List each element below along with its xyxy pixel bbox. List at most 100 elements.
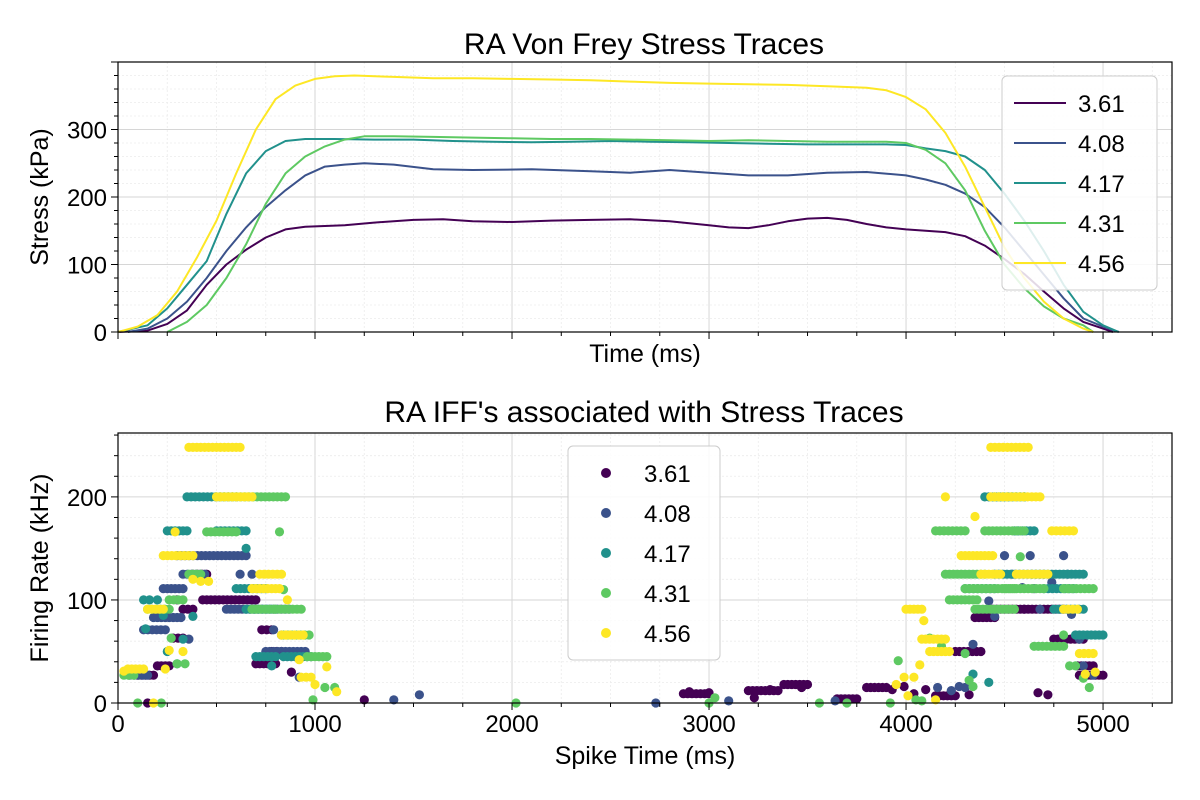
data-point-4.31 (1039, 584, 1049, 594)
data-point-4.56 (986, 492, 996, 502)
y-tick-label: 0 (94, 320, 107, 347)
stress-ticks: 0 100 200 300 (67, 61, 1153, 347)
data-point-4.17 (241, 543, 251, 554)
data-point-4.56 (274, 584, 285, 594)
data-point-4.56 (1090, 667, 1100, 677)
data-point-4.56 (294, 655, 304, 665)
y-tick-label: 100 (67, 253, 107, 280)
data-point-3.61 (779, 679, 789, 690)
data-point-4.56 (917, 604, 927, 614)
data-point-4.08 (389, 695, 399, 705)
data-point-4.31 (1084, 682, 1094, 693)
data-point-4.17 (178, 634, 188, 644)
data-point-3.61 (765, 685, 775, 695)
data-point-4.56 (940, 634, 951, 644)
data-point-4.08 (235, 569, 245, 579)
data-point-3.61 (921, 685, 931, 695)
data-point-4.56 (1088, 648, 1098, 659)
data-point-3.61 (251, 595, 261, 605)
data-point-4.56 (170, 527, 180, 537)
series-line-3.61 (117, 216, 1114, 333)
data-point-4.17 (188, 611, 198, 622)
data-point-4.56 (276, 569, 287, 579)
x-tick-label: 2000 (485, 711, 538, 738)
data-point-4.31 (296, 604, 306, 614)
legend-swatch (601, 588, 611, 598)
legend-label: 4.17 (1078, 171, 1125, 198)
data-point-4.56 (282, 595, 292, 605)
x-tick-label: 0 (111, 711, 124, 738)
data-point-4.56 (160, 664, 170, 674)
data-point-4.56 (909, 672, 919, 682)
data-point-4.08 (933, 682, 943, 693)
data-point-4.56 (247, 492, 257, 502)
data-point-4.56 (1072, 604, 1082, 614)
data-point-4.31 (972, 595, 982, 605)
data-point-4.31 (1070, 661, 1081, 671)
data-point-4.08 (176, 612, 186, 623)
data-point-4.08 (160, 625, 170, 635)
data-point-4.08 (1059, 551, 1069, 561)
data-point-4.31 (196, 569, 206, 579)
iff-points (119, 442, 1108, 708)
data-point-3.61 (964, 690, 974, 700)
data-point-4.56 (332, 687, 342, 697)
data-point-4.56 (119, 666, 129, 676)
data-point-4.31 (178, 595, 188, 605)
data-point-4.08 (247, 569, 257, 579)
data-point-4.08 (241, 551, 251, 561)
legend-swatch (601, 468, 611, 478)
data-point-4.56 (915, 660, 925, 670)
data-point-4.31 (1059, 630, 1069, 640)
y-tick-label: 200 (67, 485, 107, 512)
legend-label: 4.31 (644, 581, 691, 608)
legend-label: 4.08 (644, 501, 691, 528)
legend-label: 3.61 (644, 461, 691, 488)
iff-chart: RA IFF's associated with Stress Traces 0… (26, 396, 1173, 770)
data-point-4.31 (1088, 584, 1098, 594)
legend-label: 4.17 (644, 541, 691, 568)
data-point-4.08 (269, 625, 279, 635)
data-point-4.17 (241, 526, 251, 536)
data-point-4.08 (1025, 551, 1035, 561)
data-point-4.56 (158, 604, 168, 614)
x-tick-label: 3000 (682, 711, 735, 738)
data-point-4.08 (960, 682, 970, 693)
iff-y-axis-label: Firing Rate (kHz) (26, 474, 54, 663)
legend-swatch (601, 628, 611, 638)
iff-chart-title: RA IFF's associated with Stress Traces (384, 396, 903, 429)
data-point-3.61 (1098, 670, 1108, 680)
data-point-3.61 (749, 693, 759, 703)
data-point-4.56 (298, 630, 308, 640)
data-point-4.17 (1029, 526, 1039, 536)
data-point-3.61 (1043, 690, 1053, 700)
stress-legend: 3.61 4.08 4.17 4.31 4.56 (1001, 75, 1158, 291)
data-point-3.61 (286, 667, 296, 677)
data-point-3.61 (797, 682, 807, 693)
data-point-4.08 (1035, 604, 1045, 614)
data-point-4.56 (322, 662, 332, 672)
data-point-4.31 (968, 681, 978, 692)
data-point-4.08 (724, 696, 734, 706)
data-point-4.31 (1015, 552, 1025, 562)
series-line-4.31 (166, 135, 1094, 333)
y-tick-label: 100 (67, 588, 107, 615)
iff-ticks: 0 1000 2000 3000 4000 5000 0 100 200 (67, 434, 1153, 738)
data-point-4.56 (1035, 492, 1045, 502)
data-point-3.61 (359, 695, 369, 705)
data-point-4.56 (944, 646, 955, 657)
data-point-4.56 (988, 551, 998, 561)
data-point-4.17 (141, 624, 151, 634)
iff-axes-frame (117, 432, 1173, 704)
data-point-4.08 (999, 551, 1010, 561)
x-tick-label: 5000 (1076, 711, 1129, 738)
data-point-4.56 (903, 691, 913, 701)
data-point-4.08 (946, 686, 956, 696)
data-point-4.17 (267, 661, 277, 671)
data-point-4.56 (196, 576, 206, 587)
stress-chart-title: RA Von Frey Stress Traces (464, 28, 824, 61)
x-tick-label: 4000 (879, 711, 932, 738)
data-point-4.31 (274, 527, 285, 537)
data-point-4.31 (960, 526, 970, 536)
